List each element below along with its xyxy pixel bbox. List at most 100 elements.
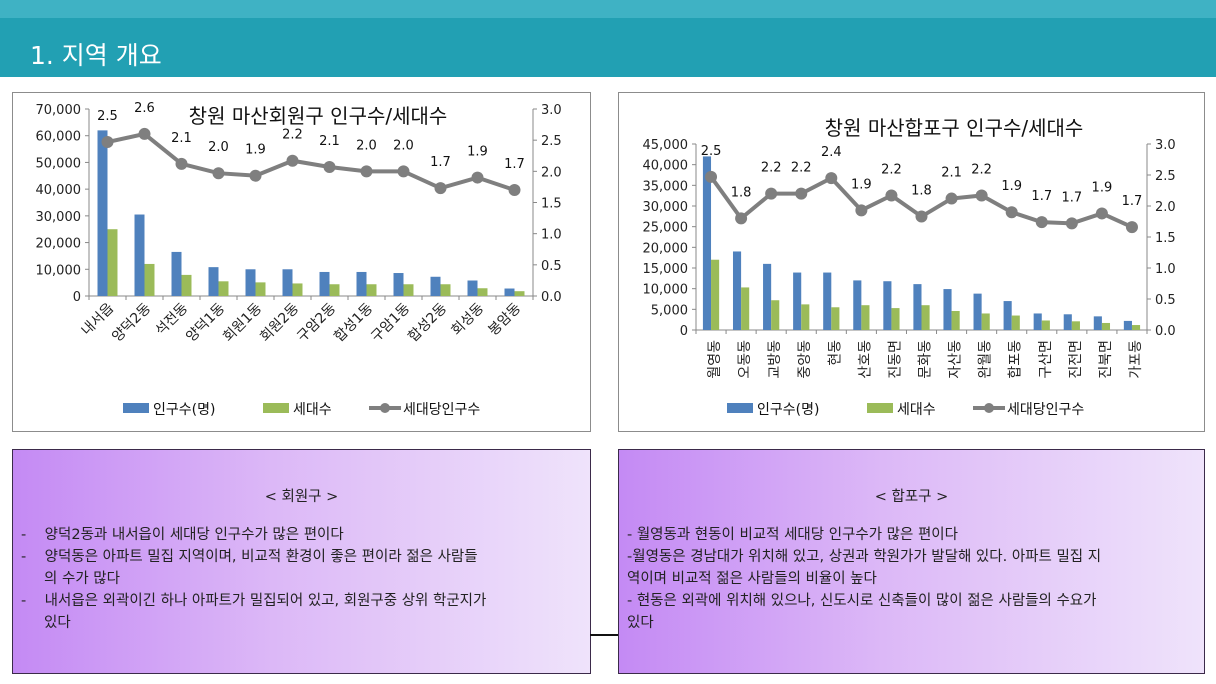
bar-population [702, 156, 712, 330]
bar-households [329, 284, 340, 296]
legend-label: 세대당인구수 [403, 402, 480, 418]
y-tick-label: 70,000 [36, 103, 82, 118]
legend-swatch [867, 403, 893, 413]
data-label: 2.4 [821, 145, 842, 160]
bar-households [771, 300, 780, 330]
slide-header: 1. 지역 개요 [0, 0, 1216, 77]
data-label: 2.0 [393, 138, 414, 153]
chart-hoewon: 0 10,000 20,000 30,000 40,000 50,000 60,000 70,… [12, 92, 591, 432]
bar-population [393, 273, 404, 296]
line-point [945, 192, 958, 205]
bar-households [1131, 325, 1141, 330]
y-tick-label: 20,000 [36, 237, 82, 252]
line-per-household [107, 131, 516, 192]
category-label: 봉암동 [486, 300, 525, 339]
bar-households [951, 310, 960, 330]
legend-label: 세대수 [897, 402, 936, 418]
chart-title: 창원 마산회원구 인구수/세대수 [189, 104, 448, 128]
bar-population [973, 293, 982, 330]
category-label: 교방동 [767, 340, 783, 379]
line-point [1095, 207, 1108, 220]
bar-households [1101, 322, 1111, 330]
bar-population [97, 130, 108, 296]
y2-tick-label: 1.5 [1155, 231, 1176, 246]
bar-households [218, 281, 229, 296]
slide-title: 1. 지역 개요 [30, 41, 162, 70]
data-label: 2.2 [282, 128, 303, 143]
line-point [212, 167, 225, 180]
category-label: 오동동 [737, 340, 753, 379]
y-tick-label: 0 [73, 290, 81, 305]
bar-households [440, 284, 451, 296]
data-label: 2.1 [319, 134, 340, 149]
bar-households [292, 283, 303, 296]
bar-population [504, 288, 515, 296]
bar-households [831, 307, 840, 330]
y-tick-label: 25,000 [643, 221, 689, 236]
line-point [705, 170, 718, 183]
data-label: 1.7 [430, 155, 451, 170]
line-point [101, 136, 114, 149]
line-point [508, 184, 521, 197]
data-label: 2.0 [208, 140, 229, 155]
y-tick-label: 40,000 [643, 159, 689, 174]
bar-households [107, 229, 118, 296]
y2-tick-label: 3.0 [1155, 138, 1176, 153]
y-tick-label: 30,000 [36, 210, 82, 225]
line-point [1125, 221, 1138, 234]
data-label: 1.9 [467, 145, 488, 160]
bar-population [1033, 313, 1042, 330]
y-tick-label: 0 [680, 324, 688, 339]
note-line: - 현동은 외곽에 위치해 있으나, 신도시로 신축들이 많이 젊은 사람들의 … [627, 593, 1097, 631]
y-tick-label: 35,000 [643, 179, 689, 194]
line-point [434, 182, 447, 195]
bar-households [255, 282, 266, 296]
y-tick-label: 20,000 [643, 241, 689, 256]
line-point [915, 210, 928, 223]
note-heading: < 회원구 > [264, 489, 339, 505]
y2-tick-label: 2.0 [541, 165, 562, 180]
y-tick-label: 10,000 [36, 263, 82, 278]
line-point [249, 169, 262, 182]
bar-population [943, 289, 952, 330]
legend-marker [984, 403, 994, 413]
note-happo: < 합포구 > - 월영동과 현동이 비교적 세대당 인구수가 많은 편이다 -… [618, 449, 1205, 674]
category-label: 회원1동 [220, 300, 265, 345]
bar-households [981, 313, 990, 330]
category-label: 자산동 [948, 340, 964, 379]
line-point [735, 212, 748, 225]
line-point [825, 172, 838, 185]
line-point [1035, 216, 1048, 229]
legend-label: 세대수 [293, 402, 332, 418]
category-label: 가포동 [1128, 340, 1144, 379]
data-label: 2.1 [171, 131, 192, 146]
note-hoewon: < 회원구 > - 양덕2동과 내서읍이 세대당 인구수가 많은 편이다 - 양… [12, 449, 591, 674]
y-tick-label: 5,000 [651, 303, 688, 318]
bar-households [1071, 321, 1080, 330]
bar-population [245, 269, 256, 296]
data-label: 2.2 [881, 162, 902, 177]
category-label: 양덕2동 [109, 300, 154, 345]
bar-population [134, 214, 145, 296]
bar-population [319, 271, 330, 296]
y2-tick-label: 3.0 [541, 103, 562, 118]
data-label: 1.7 [1031, 189, 1052, 204]
data-label: 2.0 [356, 138, 377, 153]
data-label: 2.2 [971, 162, 992, 177]
y2-tick-label: 1.0 [541, 228, 562, 243]
category-label: 합성1동 [331, 300, 376, 345]
y-tick-label: 15,000 [643, 262, 689, 277]
y2-tick-label: 2.5 [541, 134, 562, 149]
data-label: 1.8 [731, 185, 752, 200]
y2-tick-label: 1.5 [541, 197, 562, 212]
bar-population [793, 272, 802, 330]
y-tick-label: 45,000 [643, 138, 689, 153]
line-point [765, 187, 778, 200]
legend-label: 인구수(명) [153, 402, 215, 418]
category-label: 구암2동 [294, 300, 339, 345]
data-label: 1.9 [851, 177, 872, 192]
data-label: 2.2 [761, 161, 782, 176]
note-heading: < 합포구 > [874, 489, 949, 505]
category-label: 진동면 [887, 340, 903, 379]
data-label: 1.7 [1061, 190, 1082, 205]
